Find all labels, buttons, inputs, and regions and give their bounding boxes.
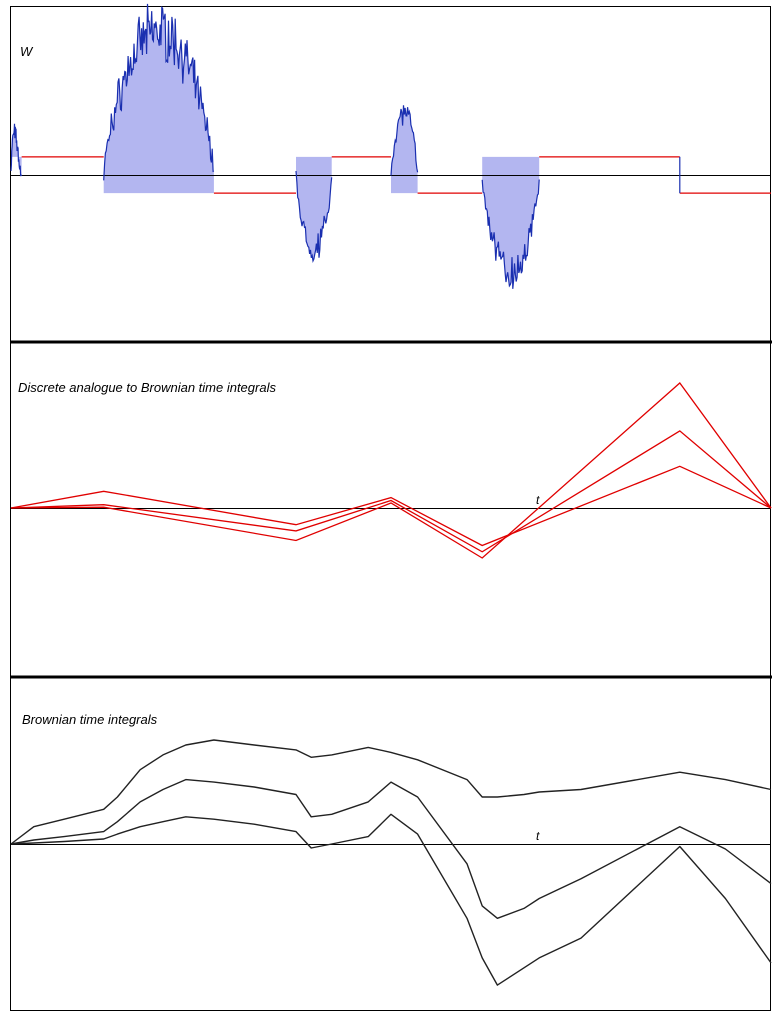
discrete-integral-lines [10, 382, 772, 559]
panel-brownian-path: W [10, 3, 771, 343]
panel-discrete-analogue: Discrete analogue to Brownian time integ… [10, 342, 772, 677]
discrete-line-1 [10, 465, 772, 547]
integral-line-2 [10, 778, 772, 919]
excursion-fill [296, 156, 332, 261]
brownian-path-segment [390, 105, 419, 176]
integral-line-3 [10, 813, 772, 986]
step-process [21, 156, 771, 194]
discrete-line-3 [10, 382, 772, 559]
excursion-fill [482, 156, 540, 289]
excursion-fill [11, 123, 22, 176]
discrete-line-2 [10, 430, 772, 553]
brownian-path-segment [481, 179, 540, 289]
brownian-integral-lines [10, 739, 772, 986]
excursion-fill [103, 3, 214, 194]
brownian-path-segment [295, 170, 333, 264]
integral-line-1 [10, 739, 772, 845]
panel-3-xlabel: t [536, 829, 540, 843]
brownian-path-segments [10, 3, 681, 289]
panel-2-xlabel: t [536, 493, 540, 507]
panel-3-title: Brownian time integrals [22, 712, 158, 727]
panel-2-title: Discrete analogue to Brownian time integ… [18, 380, 276, 395]
panel-1-ylabel: W [20, 44, 34, 59]
brownian-path-segment [103, 3, 215, 181]
brownian-path-segment [10, 123, 23, 177]
excursion-fills [11, 3, 540, 289]
